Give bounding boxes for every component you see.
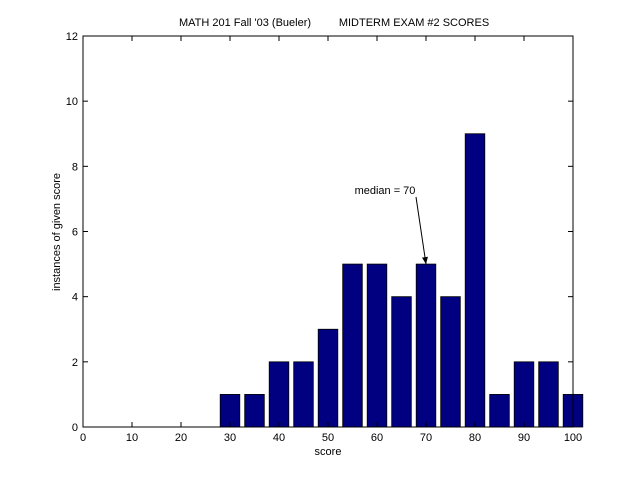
- bar-95: [538, 361, 559, 428]
- x-tick-label-90: 90: [518, 432, 530, 444]
- bars-group: [219, 133, 584, 428]
- x-tick-label-50: 50: [322, 432, 334, 444]
- bar-85: [489, 394, 510, 428]
- y-tick-label-8: 8: [72, 161, 78, 173]
- x-tick-label-20: 20: [175, 432, 187, 444]
- x-tick-label-70: 70: [420, 432, 432, 444]
- bar-40: [268, 361, 290, 428]
- bar-90: [513, 361, 535, 428]
- x-axis-ticks: 0 10 20 30 40 50 60 70 80 90 100: [80, 36, 582, 444]
- median-arrow-head: [422, 256, 428, 265]
- bar-50: [317, 328, 339, 428]
- bar-60: [366, 263, 388, 428]
- x-tick-label-80: 80: [469, 432, 481, 444]
- median-arrow-line: [415, 196, 427, 265]
- x-tick-label-10: 10: [126, 432, 138, 444]
- x-tick-label-30: 30: [224, 432, 236, 444]
- x-tick-label-60: 60: [371, 432, 383, 444]
- y-tick-label-12: 12: [66, 31, 78, 43]
- x-axis-label: score: [315, 446, 342, 458]
- y-axis-label: instances of given score: [51, 173, 63, 291]
- y-tick-label-0: 0: [72, 422, 78, 434]
- bar-75: [440, 296, 461, 428]
- chart-title-left: MATH 201 Fall '03 (Bueler): [179, 17, 311, 29]
- bar-45: [293, 361, 314, 428]
- x-tick-label-40: 40: [273, 432, 285, 444]
- y-tick-label-10: 10: [66, 96, 78, 108]
- bar-35: [244, 394, 265, 428]
- x-tick-label-0: 0: [80, 432, 86, 444]
- median-annotation-text: median = 70: [355, 185, 416, 197]
- median-annotation: median = 70: [355, 185, 428, 265]
- bar-80: [464, 133, 486, 428]
- bar-55: [342, 263, 363, 428]
- x-tick-label-100: 100: [564, 432, 582, 444]
- bar-70: [415, 263, 437, 428]
- y-tick-label-4: 4: [72, 292, 78, 304]
- chart-title-right: MIDTERM EXAM #2 SCORES: [339, 17, 489, 29]
- y-tick-label-6: 6: [72, 227, 78, 239]
- y-axis-ticks: 0 2 4 6 8 10 12: [66, 31, 573, 434]
- bar-65: [391, 296, 412, 428]
- y-tick-label-2: 2: [72, 357, 78, 369]
